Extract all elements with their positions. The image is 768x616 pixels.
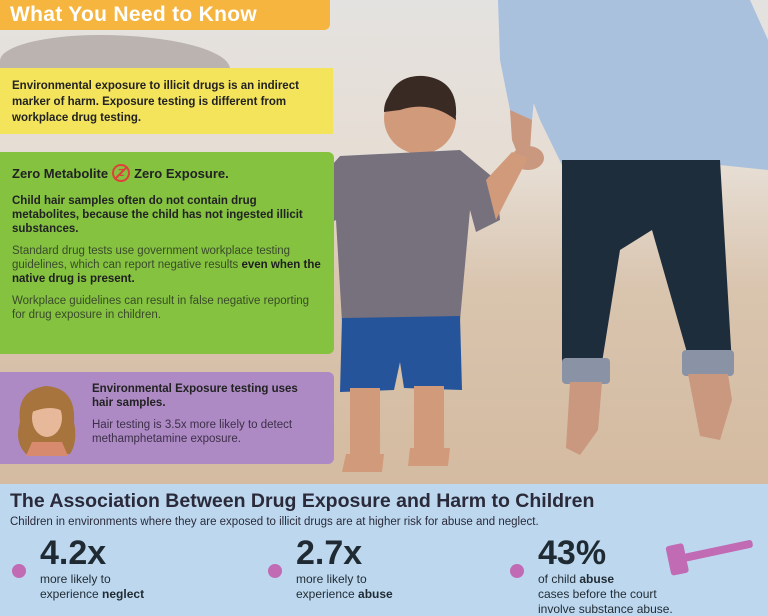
hair-testing-box: Environmental Exposure testing uses hair… [0, 372, 334, 464]
header-banner: What You Need to Know [0, 0, 330, 30]
hair-testing-text: Hair testing is 3.5x more likely to dete… [92, 419, 293, 445]
stat-neglect: 4.2x more likely to experience neglect [40, 534, 144, 602]
stat-line-2-bold: neglect [102, 587, 145, 601]
association-section: The Association Between Drug Exposure an… [0, 484, 768, 616]
stat-line-2-text: experience [40, 587, 103, 601]
bullet-dot-2 [268, 564, 282, 578]
child-figure [300, 75, 528, 472]
stat-line-1: more likely to [296, 572, 367, 586]
bullet-dot-1 [12, 564, 26, 578]
stat-line-2: experience abuse [296, 587, 393, 602]
standard-tests-text: Standard drug tests use government workp… [12, 245, 291, 271]
stat-line-1-bold: abuse [579, 572, 615, 586]
zero-metabolite-box: Zero Metabolite Z Zero Exposure. Child h… [0, 152, 334, 354]
no-symbol-icon: Z [112, 164, 131, 182]
gavel-icon [665, 540, 753, 576]
standard-tests-bold: even when the native drug is present. [12, 259, 321, 285]
stat-court-cases: 43% of child abuse cases before the cour… [538, 534, 673, 616]
stat-abuse: 2.7x more likely to experience abuse [296, 534, 393, 602]
stat-value: 4.2x [40, 534, 107, 572]
stat-line-1-text: of child [538, 572, 580, 586]
association-subtitle: Children in environments where they are … [10, 516, 539, 528]
exposure-info-box: Environmental exposure to illicit drugs … [0, 68, 333, 134]
hair-testing-title: Environmental Exposure testing uses hair… [92, 383, 298, 409]
zero-metabolite-title: Zero Metabolite Z Zero Exposure. [12, 164, 322, 182]
title-left: Zero Metabolite [12, 165, 109, 181]
association-title: The Association Between Drug Exposure an… [10, 490, 595, 512]
stat-line-1: more likely to [40, 572, 111, 586]
exposure-info-text: Environmental exposure to illicit drugs … [12, 80, 299, 124]
stat-line-1: of child abuse [538, 572, 673, 587]
stat-value: 2.7x [296, 534, 363, 572]
stat-line-2-text: experience [296, 587, 359, 601]
hair-sample-note: Child hair samples often do not contain … [12, 195, 303, 235]
banner-title: What You Need to Know [10, 3, 258, 26]
stat-line-3: involve substance abuse. [538, 602, 673, 616]
stat-value: 43% [538, 534, 607, 572]
standard-tests-note: Standard drug tests use government workp… [12, 244, 322, 286]
adult-figure [498, 0, 768, 455]
woman-portrait-icon [18, 386, 76, 456]
stat-line-2-bold: abuse [358, 587, 393, 601]
title-right: Zero Exposure. [134, 165, 229, 181]
workplace-guidelines-note: Workplace guidelines can result in false… [12, 295, 310, 321]
stat-line-2: cases before the court [538, 587, 657, 601]
bullet-dot-3 [510, 564, 524, 578]
stat-line-2: experience neglect [40, 587, 144, 602]
